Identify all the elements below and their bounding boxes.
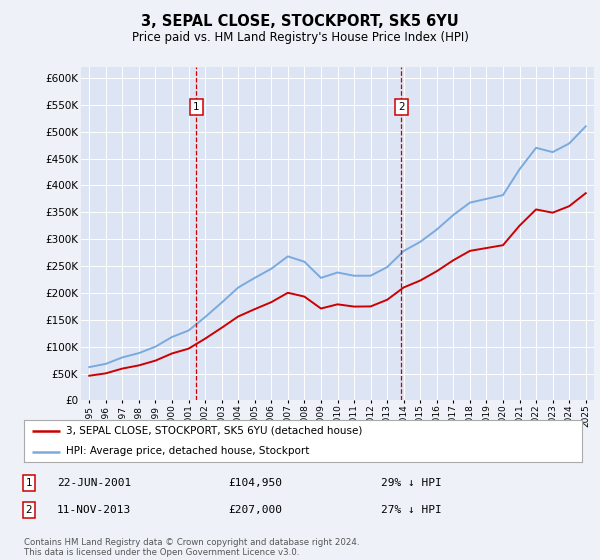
Text: 1: 1	[193, 102, 200, 112]
Text: £207,000: £207,000	[228, 505, 282, 515]
Text: £104,950: £104,950	[228, 478, 282, 488]
Text: 3, SEPAL CLOSE, STOCKPORT, SK5 6YU (detached house): 3, SEPAL CLOSE, STOCKPORT, SK5 6YU (deta…	[66, 426, 362, 436]
Text: 3, SEPAL CLOSE, STOCKPORT, SK5 6YU: 3, SEPAL CLOSE, STOCKPORT, SK5 6YU	[141, 14, 459, 29]
Text: 27% ↓ HPI: 27% ↓ HPI	[381, 505, 442, 515]
Text: Contains HM Land Registry data © Crown copyright and database right 2024.
This d: Contains HM Land Registry data © Crown c…	[24, 538, 359, 557]
Text: 2: 2	[398, 102, 404, 112]
Text: Price paid vs. HM Land Registry's House Price Index (HPI): Price paid vs. HM Land Registry's House …	[131, 31, 469, 44]
Text: HPI: Average price, detached house, Stockport: HPI: Average price, detached house, Stoc…	[66, 446, 309, 456]
Text: 22-JUN-2001: 22-JUN-2001	[57, 478, 131, 488]
Text: 2: 2	[25, 505, 32, 515]
Text: 11-NOV-2013: 11-NOV-2013	[57, 505, 131, 515]
Text: 29% ↓ HPI: 29% ↓ HPI	[381, 478, 442, 488]
Text: 1: 1	[25, 478, 32, 488]
